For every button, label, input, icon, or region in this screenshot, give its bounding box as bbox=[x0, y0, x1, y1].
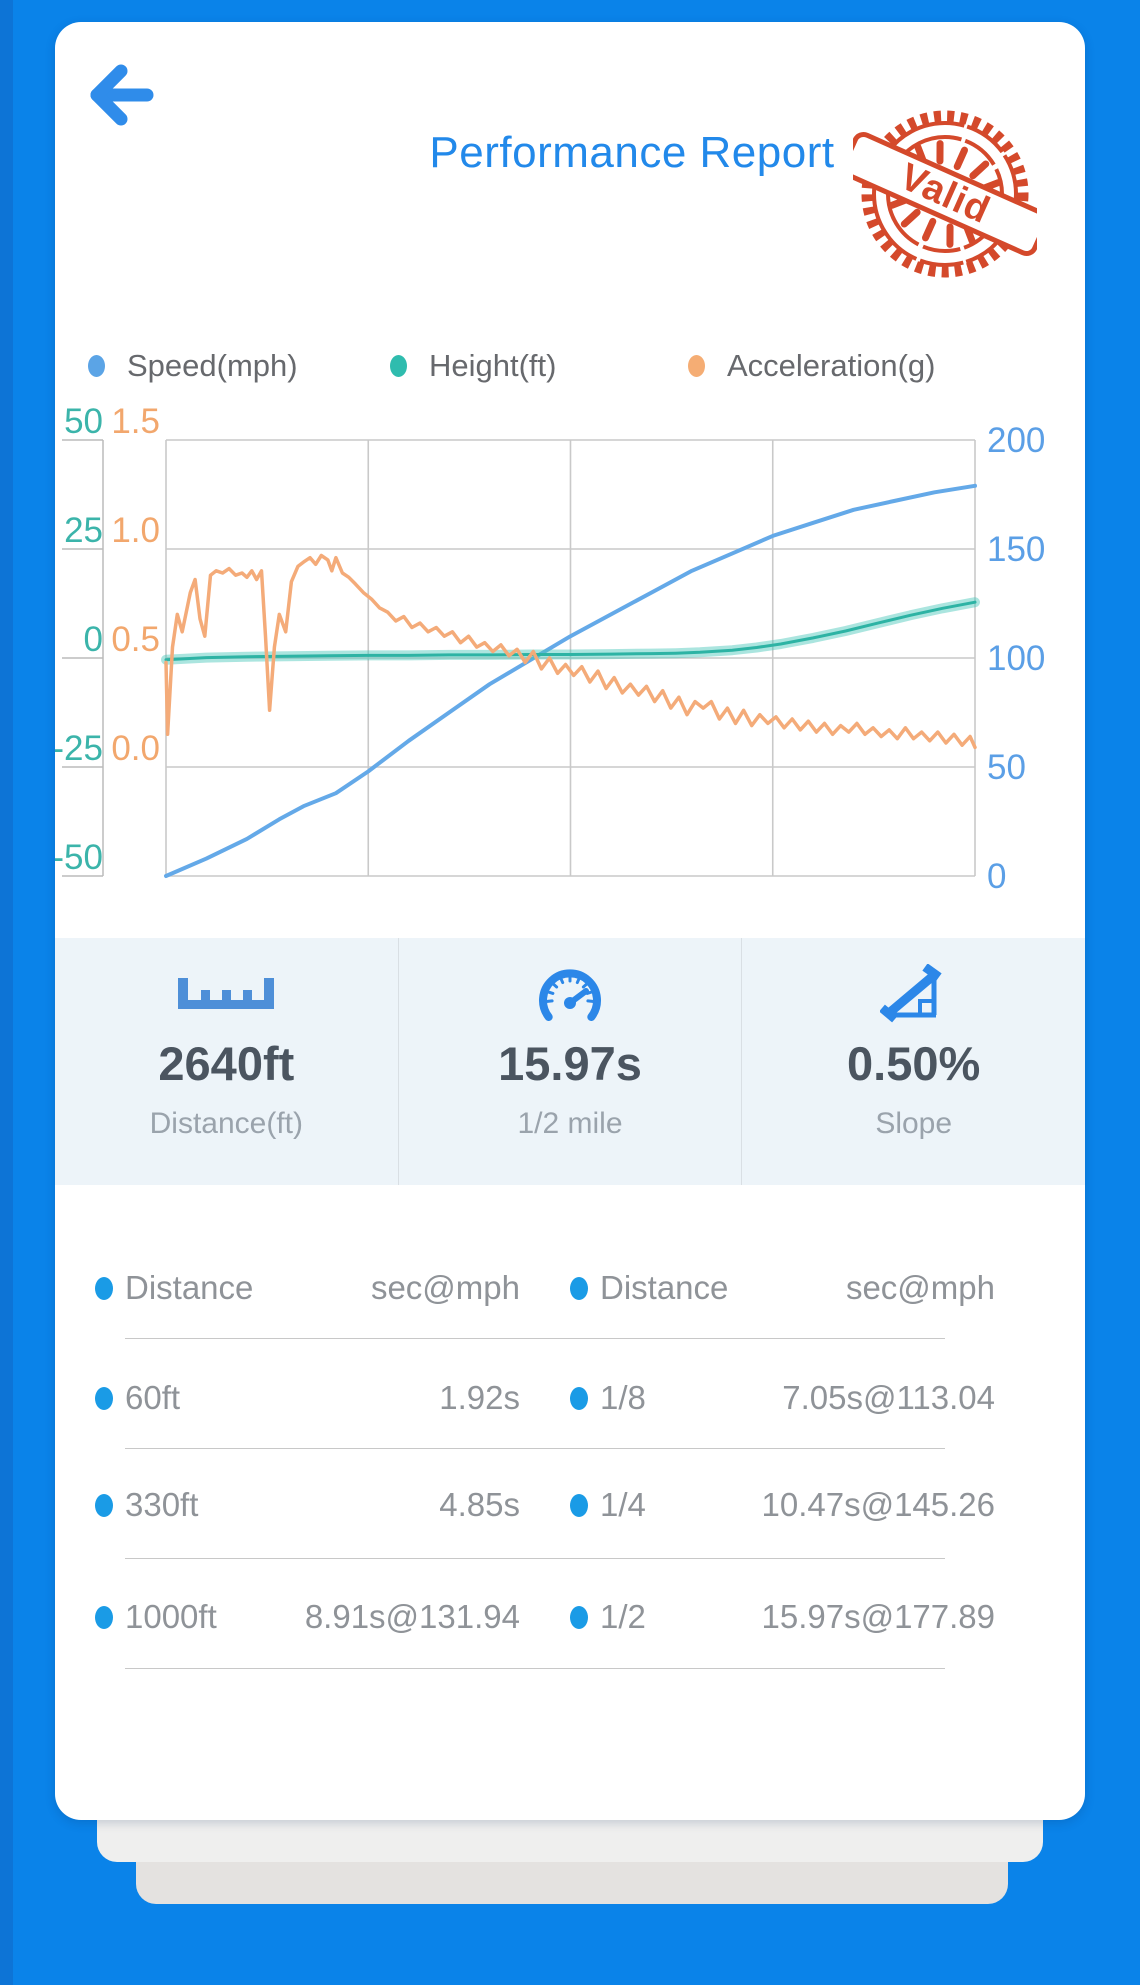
row-distance: 1/2 bbox=[600, 1598, 646, 1635]
speed-legend-dot-icon bbox=[88, 355, 105, 377]
speedometer-icon bbox=[531, 964, 609, 1024]
report-card: Performance Report Valid bbox=[52, 22, 1085, 1820]
row-time: 8.91s@131.94 bbox=[304, 1598, 520, 1635]
stats-band: 2640ft Distance(ft) bbox=[55, 938, 1085, 1185]
legend-item-height[interactable]: Height(ft) bbox=[390, 348, 556, 384]
table-row: 1000ft 8.91s@131.94 1/2 15.97s@177.89 bbox=[95, 1595, 995, 1639]
bullet-dot-icon bbox=[95, 1493, 113, 1517]
row-time: 7.05s@113.04 bbox=[782, 1379, 995, 1416]
slope-value: 0.50% bbox=[847, 1037, 981, 1090]
svg-text:0: 0 bbox=[84, 620, 103, 659]
row-distance: 60ft bbox=[125, 1379, 181, 1416]
table-header-row: Distance sec@mph Distance sec@mph bbox=[95, 1266, 995, 1310]
svg-text:200: 200 bbox=[987, 421, 1045, 460]
row-time: 15.97s@177.89 bbox=[761, 1598, 995, 1635]
row-time: 4.85s bbox=[439, 1486, 520, 1523]
row-distance: 1/8 bbox=[600, 1379, 646, 1416]
height-legend-dot-icon bbox=[390, 355, 407, 377]
table-divider bbox=[125, 1338, 945, 1339]
back-button[interactable] bbox=[81, 56, 159, 134]
screen-left-edge bbox=[0, 0, 13, 1985]
row-distance: 1/4 bbox=[600, 1486, 646, 1523]
svg-text:25: 25 bbox=[64, 511, 103, 550]
stamp-outer-ring bbox=[872, 121, 1018, 267]
row-distance: 1000ft bbox=[125, 1598, 217, 1635]
row-time: 10.47s@145.26 bbox=[761, 1486, 995, 1523]
svg-text:50: 50 bbox=[987, 748, 1026, 787]
svg-text:50: 50 bbox=[64, 402, 103, 441]
svg-text:1.0: 1.0 bbox=[111, 511, 160, 550]
bullet-dot-icon bbox=[95, 1605, 113, 1629]
table-cell-group: 1/8 7.05s@113.04 bbox=[570, 1376, 995, 1420]
arrow-left-icon bbox=[90, 64, 154, 126]
slope-label: Slope bbox=[875, 1107, 953, 1140]
distance-label: Distance(ft) bbox=[149, 1107, 304, 1140]
svg-text:-50: -50 bbox=[55, 838, 103, 877]
column-header-distance: Distance bbox=[600, 1269, 729, 1306]
table-cell-group: 330ft 4.85s bbox=[95, 1483, 520, 1527]
table-cell-group: 1000ft 8.91s@131.94 bbox=[95, 1595, 520, 1639]
svg-text:0.5: 0.5 bbox=[111, 620, 160, 659]
row-distance: 330ft bbox=[125, 1486, 199, 1523]
table-divider bbox=[125, 1448, 945, 1449]
table-header-group: Distance sec@mph bbox=[570, 1266, 995, 1310]
stamp-banner bbox=[853, 131, 1037, 257]
ruler-icon bbox=[176, 964, 276, 1024]
legend-label: Height(ft) bbox=[429, 348, 557, 383]
legend-label: Speed(mph) bbox=[127, 348, 298, 383]
chart-legend: Speed(mph) Height(ft) Acceleration(g) bbox=[55, 348, 1085, 392]
legend-item-acceleration[interactable]: Acceleration(g) bbox=[688, 348, 935, 384]
table-row: 60ft 1.92s 1/8 7.05s@113.04 bbox=[95, 1376, 995, 1420]
table-cell-group: 1/2 15.97s@177.89 bbox=[570, 1595, 995, 1639]
valid-stamp: Valid bbox=[853, 110, 1037, 278]
column-header-secmph: sec@mph bbox=[845, 1269, 995, 1306]
svg-text:1.5: 1.5 bbox=[111, 402, 160, 441]
row-time: 1.92s bbox=[439, 1379, 520, 1416]
svg-text:0.0: 0.0 bbox=[111, 729, 160, 768]
bullet-dot-icon bbox=[570, 1276, 588, 1300]
stat-half-mile-time: 15.97s 1/2 mile bbox=[397, 938, 743, 1185]
bullet-dot-icon bbox=[570, 1605, 588, 1629]
legend-label: Acceleration(g) bbox=[727, 348, 936, 383]
svg-text:100: 100 bbox=[987, 639, 1045, 678]
svg-text:0: 0 bbox=[987, 857, 1006, 896]
performance-chart-svg: 50 25 0 -25 -50 1.5 1.0 0.5 0.0 200 150 100 50 0 bbox=[52, 402, 1045, 896]
bullet-dot-icon bbox=[95, 1386, 113, 1410]
slope-icon bbox=[879, 964, 948, 1024]
table-divider bbox=[125, 1558, 945, 1559]
bullet-dot-icon bbox=[570, 1386, 588, 1410]
stamp-banner-group: Valid bbox=[853, 131, 1037, 257]
table-divider bbox=[125, 1668, 945, 1669]
table-cell-group: 1/4 10.47s@145.26 bbox=[570, 1483, 995, 1527]
table-cell-group: 60ft 1.92s bbox=[95, 1376, 520, 1420]
table-row: 330ft 4.85s 1/4 10.47s@145.26 bbox=[95, 1483, 995, 1527]
distance-value: 2640ft bbox=[158, 1037, 295, 1090]
stat-slope: 0.50% Slope bbox=[742, 938, 1085, 1185]
svg-text:150: 150 bbox=[987, 530, 1045, 569]
column-header-distance: Distance bbox=[125, 1269, 254, 1306]
performance-chart: 50 25 0 -25 -50 1.5 1.0 0.5 0.0 200 150 100 50 0 bbox=[52, 402, 1085, 902]
svg-text:-25: -25 bbox=[55, 729, 103, 768]
legend-item-speed[interactable]: Speed(mph) bbox=[88, 348, 298, 384]
half-mile-label: 1/2 mile bbox=[517, 1107, 623, 1140]
half-mile-time-value: 15.97s bbox=[498, 1037, 642, 1090]
stat-distance: 2640ft Distance(ft) bbox=[55, 938, 398, 1185]
page-title: Performance Report bbox=[429, 128, 835, 177]
bullet-dot-icon bbox=[570, 1493, 588, 1517]
column-header-secmph: sec@mph bbox=[370, 1269, 520, 1306]
acceleration-legend-dot-icon bbox=[688, 355, 705, 377]
table-header-group: Distance sec@mph bbox=[95, 1266, 520, 1310]
bullet-dot-icon bbox=[95, 1276, 113, 1300]
stamp-scalloped-edge bbox=[861, 110, 1029, 278]
